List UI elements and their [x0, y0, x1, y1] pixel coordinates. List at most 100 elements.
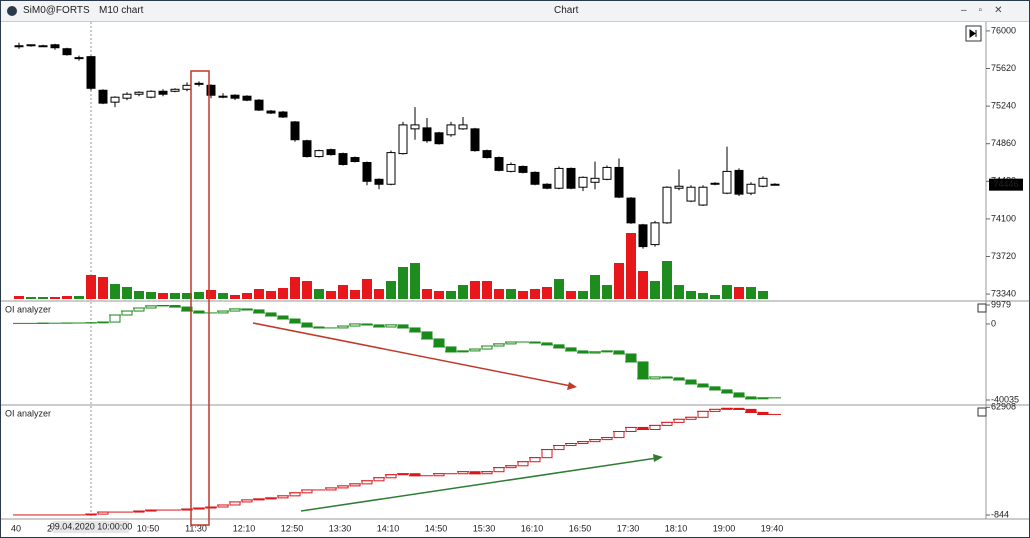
x-tick-label: 40	[11, 523, 21, 533]
volume-bar	[254, 289, 264, 299]
volume-bar	[398, 267, 408, 299]
y-tick-label: 9979	[991, 299, 1011, 309]
volume-bar	[218, 293, 228, 299]
crosshair-label: 09.04.2020 10:00:00	[50, 521, 133, 531]
marks: 7334073720741007448074860752407562076000…	[11, 25, 1023, 533]
oi-step	[169, 305, 181, 308]
x-tick-label: 17:30	[617, 523, 640, 533]
volume-bar	[86, 275, 96, 299]
oi-step	[397, 473, 409, 476]
candle-body	[278, 111, 288, 118]
oi-step	[145, 305, 157, 309]
volume-bar	[722, 285, 732, 299]
oi-step	[385, 474, 397, 479]
candle-body	[170, 88, 180, 92]
oi-step	[577, 441, 589, 444]
candle-body	[74, 57, 84, 60]
window-controls[interactable]: –▫✕	[961, 5, 1015, 16]
candle-body	[146, 90, 156, 98]
y-tick-label: -844	[991, 509, 1009, 519]
panel-title: OI analyzer	[5, 304, 51, 314]
volume-bar	[638, 271, 648, 299]
volume-bar	[242, 293, 252, 299]
oi-step	[589, 351, 601, 354]
panel-close[interactable]	[977, 407, 987, 417]
candle-body	[698, 186, 708, 206]
volume-bar	[158, 293, 168, 299]
volume-bar	[350, 290, 360, 299]
volume-bar	[14, 296, 24, 299]
y-tick-label: -40035	[991, 394, 1019, 404]
oi-step	[685, 379, 697, 385]
candle-body	[638, 224, 648, 248]
oi-step	[433, 338, 445, 348]
candle-body	[770, 183, 780, 186]
oi-step	[409, 473, 421, 477]
panel-title: OI analyzer	[5, 408, 51, 418]
oi-step	[289, 492, 301, 497]
trend-arrow	[300, 457, 658, 512]
oi-step	[565, 347, 577, 352]
oi-step	[493, 343, 505, 347]
timeframe[interactable]: M10 chart	[99, 5, 144, 16]
oi-step	[337, 325, 349, 329]
oi-step	[133, 307, 145, 312]
candle-body	[614, 166, 624, 198]
oi-step	[517, 461, 529, 467]
oi-step	[361, 480, 373, 485]
candle-body	[134, 91, 144, 95]
panel-close[interactable]	[977, 303, 987, 313]
trend-arrow	[252, 322, 572, 387]
oi-step	[601, 350, 613, 353]
x-tick-label: 23	[47, 523, 57, 533]
oi-step	[673, 418, 685, 423]
oi-step	[625, 426, 637, 432]
oi-step	[721, 389, 733, 394]
oi-step	[553, 445, 565, 451]
volume-bar	[374, 289, 384, 299]
volume-bar	[278, 288, 288, 299]
candle-body	[458, 124, 468, 130]
candle-body	[62, 48, 72, 56]
oi-step	[673, 377, 685, 381]
candle-body	[686, 186, 696, 202]
candle-body	[494, 157, 504, 171]
x-tick-label: 18:10	[665, 523, 688, 533]
volume-bar	[290, 277, 300, 299]
volume-bar	[674, 285, 684, 299]
oi-step	[709, 386, 721, 391]
toolbar: SiM0@FORTS M10 chart Chart –▫✕	[1, 1, 1029, 22]
oi-step	[685, 416, 697, 420]
symbol[interactable]: SiM0@FORTS	[23, 5, 90, 16]
candle-body	[338, 153, 348, 165]
volume-bar	[206, 290, 216, 299]
candle-body	[350, 157, 360, 163]
candle-body	[326, 149, 336, 156]
oi-step	[277, 315, 289, 320]
scroll-end-icon	[969, 29, 977, 38]
y-tick-label: 73720	[991, 251, 1016, 261]
oi-step	[697, 410, 709, 418]
oi-step	[529, 457, 541, 463]
oi-step	[397, 324, 409, 329]
volume-bar	[698, 293, 708, 299]
candle-body	[734, 169, 744, 195]
candle-body	[518, 165, 528, 173]
candle-body	[38, 45, 48, 48]
oi-step	[481, 471, 493, 475]
oi-step	[649, 424, 661, 430]
oi-step	[349, 483, 361, 487]
volume-bar	[98, 277, 108, 299]
oi-step	[589, 439, 601, 443]
oi-step	[613, 430, 625, 439]
candle-body	[626, 197, 636, 224]
oi-step	[469, 471, 481, 475]
oi-step	[457, 471, 469, 475]
oi-step	[325, 487, 337, 491]
volume-bar	[182, 293, 192, 299]
oi-step	[637, 361, 649, 380]
oi-step	[445, 346, 457, 353]
volume-bar	[614, 263, 624, 299]
oi-step	[181, 306, 193, 312]
candle-body	[230, 94, 240, 99]
